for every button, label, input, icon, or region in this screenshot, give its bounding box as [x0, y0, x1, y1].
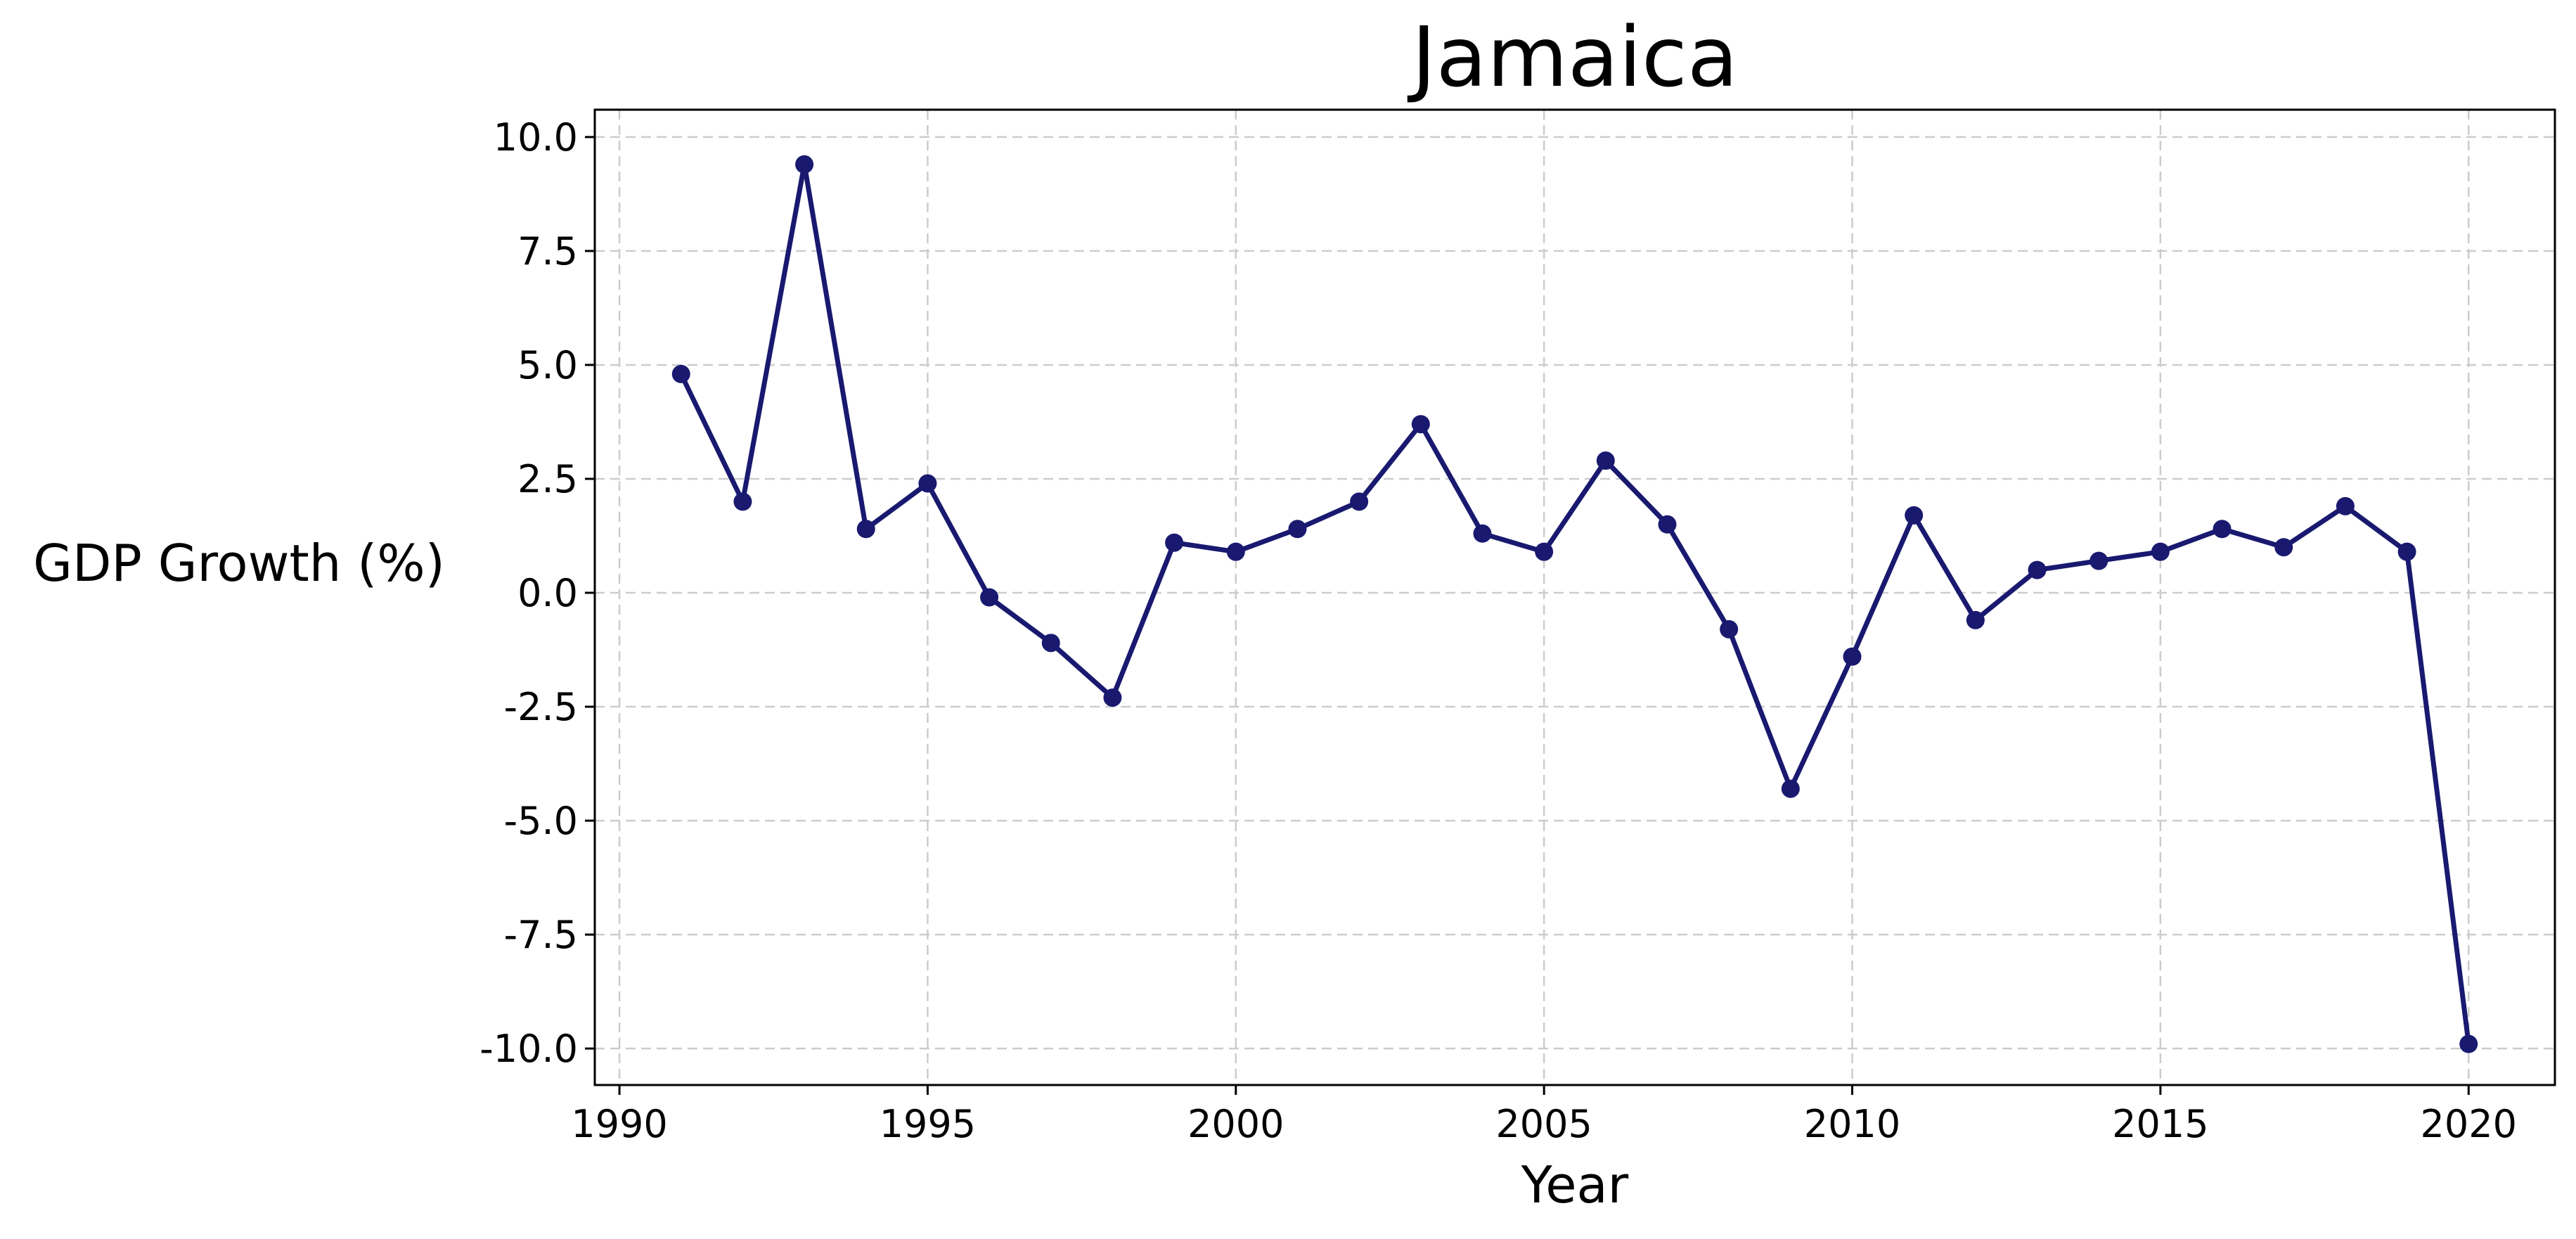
data-point [2089, 551, 2108, 570]
data-point [2397, 542, 2416, 561]
x-tick-label: 2010 [1804, 1102, 1900, 1146]
y-tick-label: 7.5 [517, 229, 578, 274]
data-point [2028, 560, 2047, 579]
x-tick-label: 1995 [880, 1102, 976, 1146]
data-point [1966, 610, 1985, 629]
data-point [856, 520, 875, 539]
data-points [671, 155, 2478, 1053]
grid-lines [595, 110, 2555, 1085]
y-tick-label: -5.0 [504, 799, 578, 843]
data-point [1041, 634, 1060, 653]
y-axis-ticks: 10.0 7.5 5.0 2.5 0.0 -2.5 -5.0 -7.5 -10.0 [479, 115, 595, 1071]
data-point [1288, 520, 1307, 539]
y-tick-label: -10.0 [479, 1027, 578, 1071]
x-axis-ticks: 1990 1995 2000 2005 2010 2015 2020 [571, 1085, 2517, 1146]
data-point [2151, 542, 2170, 561]
data-point [1720, 620, 1739, 638]
data-point [1843, 647, 1862, 666]
y-tick-label: -7.5 [504, 913, 578, 957]
data-point [980, 588, 999, 607]
data-point [1596, 451, 1615, 470]
data-point [1165, 533, 1184, 552]
data-point [1905, 506, 1924, 525]
x-axis-label: Year [1521, 1155, 1629, 1214]
data-point [2459, 1034, 2478, 1053]
data-point [1473, 524, 1492, 543]
y-axis-label: GDP Growth (%) [33, 534, 445, 593]
x-tick-label: 2005 [1495, 1102, 1592, 1146]
data-point [1781, 779, 1800, 798]
x-tick-label: 1990 [571, 1102, 667, 1146]
data-point [671, 364, 690, 383]
x-tick-label: 2015 [2112, 1102, 2208, 1146]
x-tick-label: 2000 [1187, 1102, 1284, 1146]
data-point [1350, 492, 1369, 511]
data-point [733, 492, 752, 511]
x-tick-label: 2020 [2421, 1102, 2517, 1146]
data-point [1103, 688, 1122, 707]
y-tick-label: 0.0 [517, 571, 578, 615]
data-point [1226, 542, 1245, 561]
series-line [678, 162, 2471, 1045]
data-point [918, 474, 937, 493]
y-tick-label: 10.0 [494, 115, 578, 160]
y-tick-label: 5.0 [517, 343, 578, 387]
data-point [1411, 415, 1430, 434]
chart-title: Jamaica [1407, 8, 1738, 105]
y-tick-label: -2.5 [504, 685, 578, 729]
data-point [2274, 538, 2293, 557]
data-point [2213, 520, 2232, 539]
y-tick-label: 2.5 [517, 457, 578, 501]
data-point [1658, 515, 1677, 534]
data-point [1535, 542, 1554, 561]
plot-frame [593, 108, 2556, 1086]
data-point [795, 155, 814, 174]
data-point [2336, 496, 2355, 515]
